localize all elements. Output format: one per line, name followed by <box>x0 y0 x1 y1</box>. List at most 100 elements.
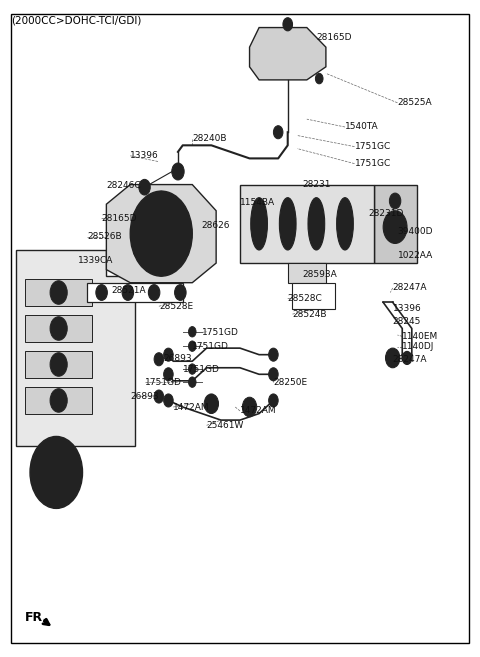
Circle shape <box>50 389 67 412</box>
Text: 26893: 26893 <box>164 354 192 363</box>
Text: 1472AM: 1472AM <box>173 403 210 411</box>
Circle shape <box>274 125 283 139</box>
Text: 25461W: 25461W <box>206 421 244 430</box>
Circle shape <box>385 348 400 368</box>
Circle shape <box>122 284 133 300</box>
Circle shape <box>130 191 192 276</box>
Text: 28250E: 28250E <box>274 378 308 387</box>
Circle shape <box>50 353 67 376</box>
Text: 1751GC: 1751GC <box>355 159 391 168</box>
Circle shape <box>204 394 218 413</box>
Text: 28528E: 28528E <box>159 302 193 311</box>
Text: 1022AA: 1022AA <box>397 251 433 260</box>
Circle shape <box>164 394 173 407</box>
Circle shape <box>156 227 166 240</box>
Circle shape <box>164 368 173 381</box>
Circle shape <box>189 327 196 337</box>
Text: 13396: 13396 <box>130 151 159 160</box>
Ellipse shape <box>279 198 296 250</box>
Circle shape <box>30 436 83 509</box>
Text: 28165D: 28165D <box>102 214 137 223</box>
Ellipse shape <box>251 198 267 250</box>
Ellipse shape <box>336 198 353 250</box>
Polygon shape <box>107 185 216 283</box>
Circle shape <box>269 394 278 407</box>
Circle shape <box>189 341 196 351</box>
Polygon shape <box>16 250 135 446</box>
Polygon shape <box>87 283 183 302</box>
Text: 1540TA: 1540TA <box>345 122 379 131</box>
Text: 1339CA: 1339CA <box>78 256 113 265</box>
Circle shape <box>242 397 257 417</box>
Circle shape <box>189 377 196 388</box>
Circle shape <box>149 217 173 250</box>
Circle shape <box>164 348 173 361</box>
Polygon shape <box>240 185 373 263</box>
Circle shape <box>158 267 165 276</box>
Ellipse shape <box>308 198 324 250</box>
FancyBboxPatch shape <box>25 351 92 378</box>
Polygon shape <box>373 185 417 263</box>
Circle shape <box>182 210 189 219</box>
Circle shape <box>96 284 108 300</box>
Circle shape <box>49 463 63 482</box>
Circle shape <box>39 449 73 495</box>
Text: 28526B: 28526B <box>87 233 122 241</box>
Text: 28593A: 28593A <box>302 270 337 279</box>
Text: 28245: 28245 <box>393 317 421 327</box>
Text: 28231D: 28231D <box>369 209 404 218</box>
Circle shape <box>315 74 323 84</box>
Text: 1751GD: 1751GD <box>144 378 181 387</box>
Text: FR.: FR. <box>25 611 48 624</box>
Circle shape <box>50 281 67 304</box>
Circle shape <box>182 248 189 257</box>
Text: 1751GC: 1751GC <box>355 142 391 151</box>
Text: 28524B: 28524B <box>292 309 327 319</box>
Circle shape <box>148 284 160 300</box>
Circle shape <box>50 317 67 340</box>
Text: 26893: 26893 <box>130 392 159 401</box>
Text: 1140DJ: 1140DJ <box>402 342 434 351</box>
Circle shape <box>269 368 278 381</box>
Circle shape <box>189 364 196 374</box>
Circle shape <box>134 248 141 257</box>
Text: 28165D: 28165D <box>316 33 352 42</box>
Text: 28525A: 28525A <box>397 99 432 107</box>
Text: 28246C: 28246C <box>107 181 141 191</box>
Circle shape <box>175 284 186 300</box>
Circle shape <box>154 353 164 366</box>
Text: 1154BA: 1154BA <box>240 198 275 208</box>
Text: (2000CC>DOHC-TCI/GDI): (2000CC>DOHC-TCI/GDI) <box>11 16 141 26</box>
Text: 39400D: 39400D <box>397 227 433 236</box>
Circle shape <box>134 210 141 219</box>
Text: 28247A: 28247A <box>393 355 427 365</box>
Text: 28521A: 28521A <box>111 286 146 295</box>
Circle shape <box>383 211 407 244</box>
Circle shape <box>154 390 164 403</box>
Circle shape <box>140 204 183 263</box>
FancyBboxPatch shape <box>25 315 92 342</box>
Polygon shape <box>250 28 326 80</box>
Circle shape <box>158 191 165 200</box>
Text: 1472AM: 1472AM <box>240 407 276 415</box>
Polygon shape <box>292 283 336 309</box>
Text: 1751GD: 1751GD <box>202 328 239 337</box>
Text: 28626: 28626 <box>202 221 230 230</box>
Polygon shape <box>288 263 326 283</box>
Text: 28240B: 28240B <box>192 134 227 143</box>
FancyBboxPatch shape <box>25 388 92 413</box>
Text: 1751GD: 1751GD <box>183 365 220 374</box>
Circle shape <box>283 18 292 31</box>
Circle shape <box>139 179 150 195</box>
Text: 28247A: 28247A <box>393 283 427 292</box>
Text: 1140EM: 1140EM <box>402 332 439 341</box>
Text: 1751GD: 1751GD <box>192 342 229 351</box>
Circle shape <box>389 193 401 209</box>
Text: 28528C: 28528C <box>288 294 323 303</box>
Circle shape <box>402 351 412 365</box>
Text: 28231: 28231 <box>302 180 331 189</box>
Text: 13396: 13396 <box>393 304 421 313</box>
Circle shape <box>269 348 278 361</box>
Circle shape <box>172 163 184 180</box>
FancyBboxPatch shape <box>25 279 92 306</box>
